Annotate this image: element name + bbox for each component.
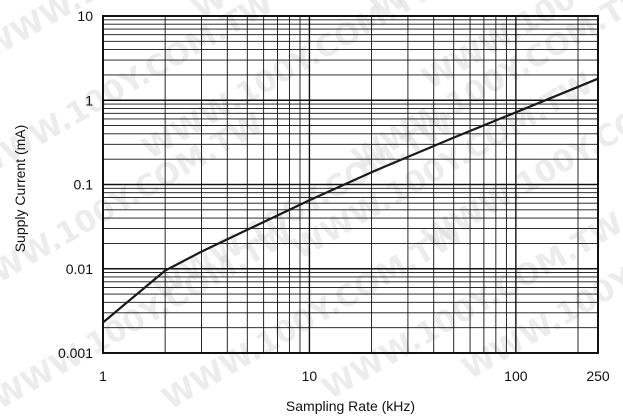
x-tick-labels: 1 10 100 250	[99, 368, 610, 384]
x-tick-label: 1	[99, 368, 107, 384]
plot-frame	[102, 15, 599, 354]
y-tick-labels: 0.001 0.01 0.1 1 10	[58, 8, 93, 361]
grid-lines	[103, 16, 598, 353]
x-tick-label: 100	[504, 368, 528, 384]
x-tick-label: 10	[302, 368, 318, 384]
y-tick-label: 10	[77, 8, 93, 24]
series-layer	[102, 77, 599, 324]
y-tick-label: 0.1	[74, 177, 94, 193]
y-tick-label: 0.01	[66, 261, 93, 277]
x-axis-title: Sampling Rate (kHz)	[286, 398, 415, 414]
y-tick-label: 0.001	[58, 345, 93, 361]
y-axis-title: Supply Current (mA)	[12, 125, 28, 253]
series-line	[102, 77, 599, 324]
y-tick-label: 1	[85, 92, 93, 108]
x-tick-label: 250	[586, 368, 610, 384]
